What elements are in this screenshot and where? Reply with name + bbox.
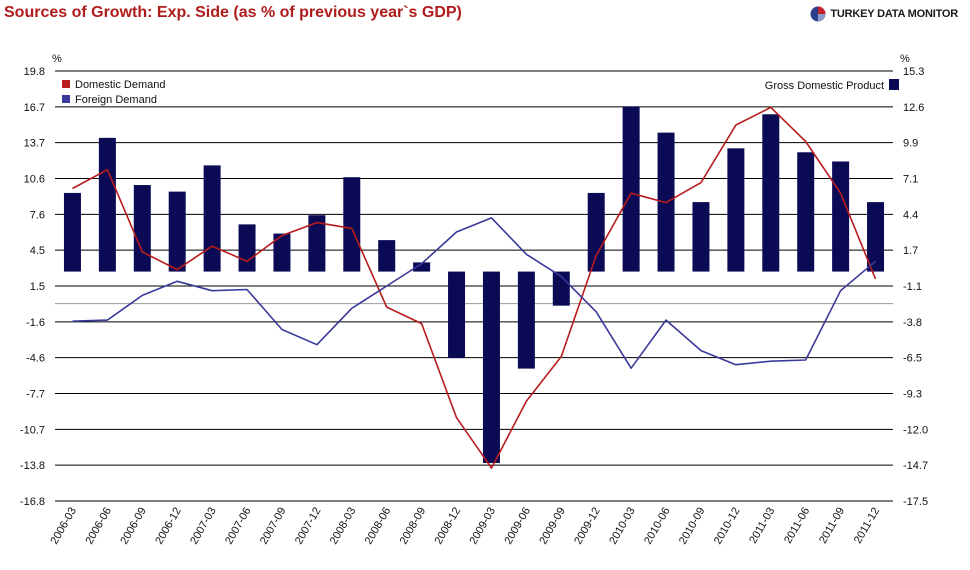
gdp-bar (517, 271, 535, 369)
right-tick-label: -14.7 (903, 460, 928, 472)
x-tick-label: 2008-03 (328, 506, 359, 547)
legend-label-domestic: Domestic Demand (75, 79, 165, 91)
gdp-bar (273, 233, 291, 272)
right-tick-label: -9.3 (903, 389, 922, 401)
left-tick-label: 7.6 (30, 209, 45, 221)
left-tick-label: -16.8 (20, 496, 45, 508)
right-tick-label: 4.4 (903, 209, 918, 221)
x-tick-label: 2009-03 (467, 506, 498, 547)
chart-title: Sources of Growth: Exp. Side (as % of pr… (4, 4, 462, 21)
gdp-bar (98, 137, 116, 272)
gdp-bar (378, 240, 396, 272)
x-tick-label: 2011-09 (817, 506, 847, 546)
brand-name: TURKEY DATA MONITOR (830, 8, 958, 20)
gdp-bar (727, 148, 745, 272)
left-tick-label: 16.7 (24, 102, 45, 114)
gdp-bar (343, 177, 361, 272)
left-tick-label: 19.8 (24, 66, 45, 78)
legend-swatch-foreign (62, 95, 70, 103)
right-tick-label: -17.5 (903, 496, 928, 508)
x-tick-label: 2010-09 (677, 506, 708, 547)
gdp-bar (168, 191, 186, 272)
x-tick-label: 2008-09 (398, 506, 429, 547)
x-tick-label: 2007-03 (188, 506, 219, 547)
left-tick-label: 1.5 (30, 281, 45, 293)
legend-swatch-gdp (889, 79, 899, 90)
x-tick-label: 2010-06 (642, 506, 673, 547)
legend-label-foreign: Foreign Demand (75, 94, 157, 106)
gdp-bar (413, 262, 431, 272)
right-tick-label: 15.3 (903, 66, 924, 78)
left-tick-label: 10.6 (24, 174, 45, 186)
gdp-bar (308, 215, 326, 272)
right-tick-label: 1.7 (903, 245, 918, 257)
x-tick-label: 2007-09 (258, 506, 289, 547)
left-tick-label: 4.5 (30, 245, 45, 257)
x-tick-label: 2009-06 (502, 506, 533, 547)
globe-icon (810, 6, 826, 22)
x-tick-label: 2009-12 (572, 506, 603, 547)
x-tick-label: 2007-06 (223, 506, 254, 547)
x-tick-label: 2010-12 (712, 506, 743, 547)
legend-swatch-domestic (62, 80, 70, 88)
gdp-bar (482, 271, 500, 463)
legend-label-gdp: Gross Domestic Product (765, 80, 884, 92)
right-tick-label: -1.1 (903, 281, 922, 293)
gdp-bar (692, 202, 710, 272)
x-tick-label: 2008-12 (433, 506, 464, 547)
right-axis-unit: % (900, 53, 910, 65)
right-tick-label: 9.9 (903, 138, 918, 150)
right-tick-label: -6.5 (903, 353, 922, 365)
x-tick-label: 2010-03 (607, 506, 638, 547)
gdp-bar (832, 161, 850, 272)
gdp-bar (587, 192, 605, 272)
x-tick-label: 2006-06 (83, 506, 114, 547)
x-tick-label: 2011-12 (852, 506, 882, 546)
gdp-bar (762, 114, 780, 272)
gdp-bar (238, 224, 256, 272)
x-tick-label: 2006-12 (153, 506, 184, 547)
left-tick-label: 13.7 (24, 138, 45, 150)
right-tick-label: 7.1 (903, 174, 918, 186)
gdp-bar (63, 192, 81, 272)
foreign-demand-line (72, 217, 877, 370)
left-axis-unit: % (52, 53, 62, 65)
left-tick-label: -13.8 (20, 460, 45, 472)
gdp-bar (448, 271, 466, 359)
gdp-bar (867, 202, 885, 272)
left-tick-label: -1.6 (26, 317, 45, 329)
gdp-bar (622, 106, 640, 272)
left-tick-label: -10.7 (20, 424, 45, 436)
domestic-demand-line (72, 106, 877, 469)
gdp-bar (203, 165, 221, 272)
gdp-bar (797, 152, 815, 272)
x-tick-label: 2008-06 (363, 506, 394, 547)
x-tick-label: 2009-09 (537, 506, 568, 547)
x-tick-label: 2006-03 (48, 506, 79, 547)
x-tick-label: 2011-03 (747, 506, 777, 546)
right-tick-label: 12.6 (903, 102, 924, 114)
x-tick-label: 2007-12 (293, 506, 324, 547)
left-tick-label: -4.6 (26, 353, 45, 365)
right-tick-label: -3.8 (903, 317, 922, 329)
brand-logo: TURKEY DATA MONITOR (810, 6, 958, 22)
right-tick-label: -12.0 (903, 424, 928, 436)
x-tick-label: 2006-09 (118, 506, 149, 547)
left-tick-label: -7.7 (26, 389, 45, 401)
x-tick-label: 2011-06 (782, 506, 812, 546)
gdp-bar (133, 185, 151, 272)
